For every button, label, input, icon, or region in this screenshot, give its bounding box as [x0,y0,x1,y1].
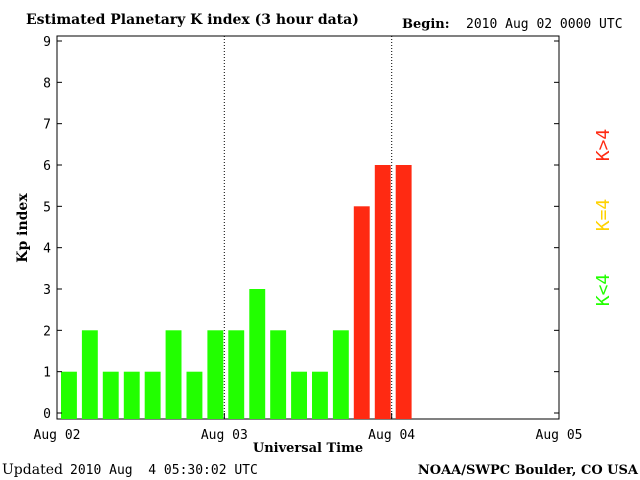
chart-title: Estimated Planetary K index (3 hour data… [26,12,359,28]
y-tick-label: 3 [43,283,51,298]
kp-bar [291,371,307,419]
updated-value: 2010 Aug 4 05:30:02 UTC [70,463,258,478]
y-tick-label: 9 [43,35,51,50]
x-tick-label: Aug 05 [536,428,583,443]
legend-item: K=4 [593,199,614,232]
kp-bar [144,371,161,419]
kp-bar [312,371,328,419]
y-tick-label: 1 [43,366,51,381]
x-axis-label: Universal Time [253,441,363,456]
kp-bar [207,330,224,419]
day-dividers [223,36,393,419]
y-tick-label: 4 [43,242,51,257]
kp-bar [186,371,203,419]
x-tick-label: Aug 04 [368,428,415,443]
legend-label: K<4 [593,274,614,307]
begin-label: Begin: [402,17,450,32]
kp-bar [165,330,182,419]
y-tick-label: 0 [43,407,51,422]
kp-bar [395,165,412,419]
legend-label: K=4 [593,199,614,232]
legend-item: K>4 [593,129,614,162]
x-tick-label: Aug 02 [34,428,81,443]
kp-bar [123,371,140,419]
kp-bar [61,371,77,419]
plot-frame [56,35,560,420]
legend-item: K<4 [593,274,614,307]
kp-bar [270,330,287,419]
legend: K>4 K=4 K<4 [593,129,614,307]
kp-bar [249,289,266,419]
kp-bar [81,330,98,419]
y-tick-label: 2 [43,324,51,339]
legend-label: K>4 [593,129,614,162]
source-credit: NOAA/SWPC Boulder, CO USA [418,463,639,478]
y-tick-label: 5 [43,200,51,215]
begin-value: 2010 Aug 02 0000 UTC [466,17,623,32]
y-axis-label: Kp index [15,193,31,263]
y-tick-label: 8 [43,76,51,91]
kp-bar [102,371,119,419]
kp-bar [332,330,349,419]
y-tick-label: 6 [43,159,51,174]
kp-bar [374,165,391,419]
bars-group [61,165,412,419]
x-tick-label: Aug 03 [201,428,248,443]
x-axis: Aug 02 Aug 03 Aug 04 Aug 05 [34,413,583,443]
y-axis: 0 1 2 3 4 5 6 7 8 9 [43,35,559,422]
y-tick-label: 7 [43,118,51,133]
kp-bar [353,206,370,419]
updated-label: Updated [2,462,63,478]
kp-bar [228,330,245,419]
